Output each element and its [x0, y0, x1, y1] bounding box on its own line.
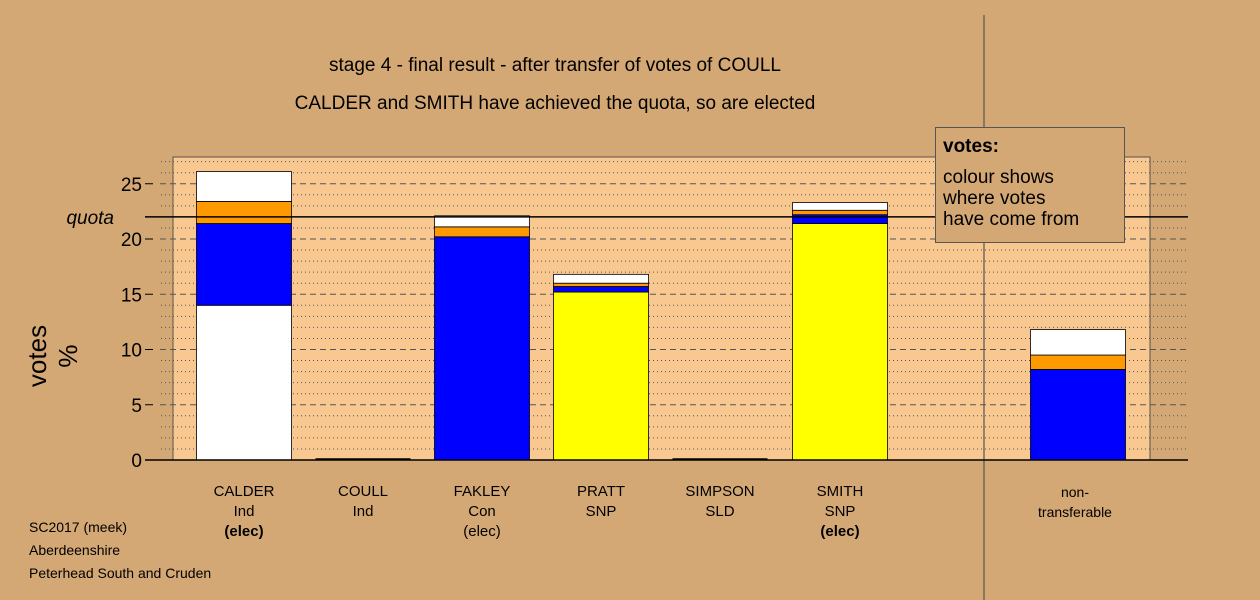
- bar-segment-calder-2: [196, 223, 292, 306]
- candidate-label-simpson: SIMPSON SLD: [665, 482, 775, 522]
- chart-subtitle: CALDER and SMITH have achieved the quota…: [294, 93, 816, 114]
- legend-box: votes: colour shows where votes have com…: [935, 127, 1125, 243]
- candidate-name: FAKLEY: [453, 483, 511, 500]
- non-transferable-segment-0: [1030, 368, 1126, 461]
- bar-segment-fakley-2: [434, 236, 530, 461]
- candidate-name: PRATT: [576, 483, 626, 500]
- quota-label: quota: [66, 208, 114, 229]
- footer-line-1: SC2017 (meek): [29, 519, 128, 535]
- chart-title: stage 4 - final result - after transfer …: [329, 55, 781, 76]
- candidate-status: (elec): [820, 523, 860, 540]
- candidate-party: SNP: [824, 503, 856, 520]
- bar-segment-fakley-4: [434, 215, 530, 228]
- y-tick-label: 25: [121, 175, 142, 196]
- bar-segment-smith-4: [792, 202, 888, 211]
- candidate-label-pratt: PRATT SNP: [546, 482, 656, 522]
- bar-segment-smith-3: [792, 209, 888, 216]
- non-transferable-segment-1: [1030, 354, 1126, 370]
- non-transferable-label-line-1: non-: [1060, 484, 1090, 500]
- candidate-status: (elec): [463, 523, 501, 540]
- candidate-status: (elec): [224, 523, 264, 540]
- candidate-party: Ind: [352, 503, 374, 520]
- non-transferable-label-line-2: transferable: [1038, 504, 1112, 520]
- candidate-party: Con: [468, 503, 496, 520]
- candidate-name: SMITH: [816, 483, 864, 500]
- non-transferable-segment-2: [1030, 329, 1126, 356]
- non-transferable-label: non- transferable: [1020, 482, 1130, 522]
- bar-segment-smith-1: [792, 223, 888, 461]
- y-tick-label: 20: [121, 230, 142, 251]
- legend-title: votes:: [943, 136, 999, 157]
- bar-segment-pratt-1: [553, 291, 649, 461]
- bar-segment-fakley-3: [434, 226, 530, 238]
- footer-line-3: Peterhead South and Cruden: [29, 565, 212, 581]
- candidate-label-coull: COULL Ind: [308, 482, 418, 522]
- candidate-party: SLD: [705, 503, 735, 520]
- bar-segment-pratt-2: [553, 286, 649, 293]
- candidate-party: SNP: [585, 503, 617, 520]
- y-axis-title: votes %: [22, 324, 83, 388]
- footer-line-2: Aberdeenshire: [29, 542, 121, 558]
- y-tick-label: 15: [121, 285, 142, 306]
- candidate-label-smith: SMITH SNP (elec): [785, 482, 895, 542]
- y-tick-label: 10: [121, 341, 142, 362]
- candidate-label-fakley: FAKLEY Con (elec): [427, 482, 537, 542]
- legend-line-2: where votes: [943, 188, 1046, 209]
- y-tick-label: 0: [131, 451, 142, 472]
- legend-line-1: colour shows: [943, 167, 1054, 188]
- bar-segment-pratt-4: [553, 273, 649, 284]
- bar-segment-calder-0: [196, 304, 292, 461]
- candidate-name: COULL: [337, 483, 389, 500]
- bar-segment-calder-3: [196, 201, 292, 224]
- bar-segment-smith-2: [792, 214, 888, 224]
- candidate-name: SIMPSON: [685, 483, 755, 500]
- bar-segment-pratt-3: [553, 282, 649, 287]
- legend-line-3: have come from: [943, 209, 1080, 230]
- y-tick-label: 5: [131, 396, 142, 417]
- candidate-party: Ind: [233, 503, 255, 520]
- candidate-label-calder: CALDER Ind (elec): [189, 482, 299, 542]
- bar-segment-calder-4: [196, 171, 292, 202]
- candidate-name: CALDER: [213, 483, 275, 500]
